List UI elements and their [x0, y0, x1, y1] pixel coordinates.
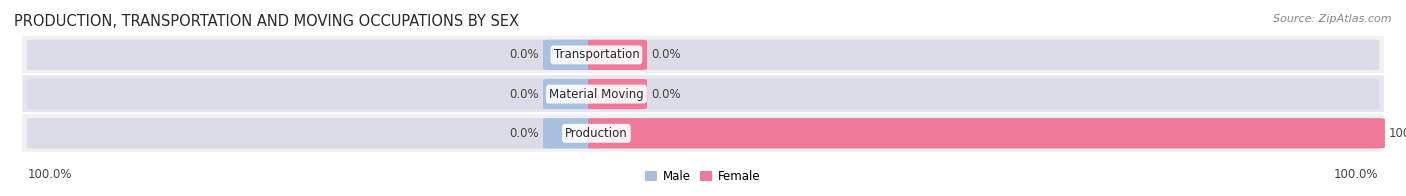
FancyBboxPatch shape	[588, 79, 647, 109]
FancyBboxPatch shape	[543, 79, 602, 109]
Text: 0.0%: 0.0%	[509, 48, 538, 61]
Text: 0.0%: 0.0%	[651, 48, 681, 61]
Text: 100.0%: 100.0%	[28, 168, 73, 181]
FancyBboxPatch shape	[21, 74, 1385, 114]
FancyBboxPatch shape	[21, 113, 1385, 153]
Text: Transportation: Transportation	[554, 48, 640, 61]
Text: 0.0%: 0.0%	[651, 88, 681, 101]
Legend: Male, Female: Male, Female	[641, 166, 765, 188]
Text: Material Moving: Material Moving	[550, 88, 644, 101]
FancyBboxPatch shape	[543, 40, 602, 70]
Text: PRODUCTION, TRANSPORTATION AND MOVING OCCUPATIONS BY SEX: PRODUCTION, TRANSPORTATION AND MOVING OC…	[14, 14, 519, 29]
Text: 100.0%: 100.0%	[1333, 168, 1378, 181]
Text: Source: ZipAtlas.com: Source: ZipAtlas.com	[1274, 14, 1392, 24]
FancyBboxPatch shape	[27, 118, 1379, 149]
FancyBboxPatch shape	[27, 40, 1379, 70]
Text: 100.0%: 100.0%	[1389, 127, 1406, 140]
FancyBboxPatch shape	[588, 118, 1385, 148]
FancyBboxPatch shape	[27, 79, 1379, 109]
Text: Production: Production	[565, 127, 628, 140]
FancyBboxPatch shape	[588, 40, 647, 70]
FancyBboxPatch shape	[543, 118, 602, 148]
FancyBboxPatch shape	[21, 35, 1385, 74]
Text: 0.0%: 0.0%	[509, 127, 538, 140]
Text: 0.0%: 0.0%	[509, 88, 538, 101]
